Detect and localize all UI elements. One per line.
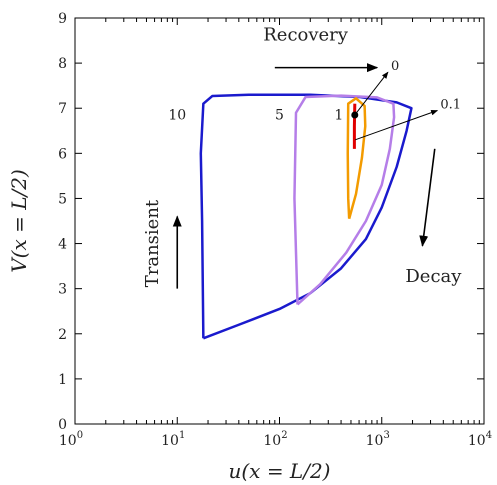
- curve-label: 10: [168, 108, 186, 124]
- y-tick-label: 1: [58, 372, 67, 388]
- y-tick-label: 9: [58, 11, 67, 27]
- y-tick-label: 3: [58, 282, 67, 298]
- y-tick-label: 8: [58, 56, 67, 72]
- y-tick-label: 6: [58, 146, 67, 162]
- series-curve-5: [293, 94, 396, 306]
- plot-frame: [74, 17, 485, 425]
- x-tick-label: 101: [161, 430, 185, 449]
- y-tick-label: 4: [58, 237, 67, 253]
- curve-label: 1: [334, 108, 343, 124]
- annotation-arrow: [419, 148, 436, 247]
- annotation-text: Transient: [142, 199, 163, 287]
- x-tick-label: 104: [468, 430, 492, 449]
- curve-label: 5: [275, 108, 284, 124]
- x-axis-label: u(x = L/2): [229, 459, 331, 483]
- y-tick-label: 7: [58, 101, 67, 117]
- y-tick-label: 2: [58, 327, 67, 343]
- annotation-text: Recovery: [263, 25, 349, 46]
- y-tick-label: 0: [58, 417, 67, 433]
- pointer-label: 0: [391, 59, 399, 74]
- y-axis-label: V(x = L/2): [7, 169, 31, 273]
- series-curve-1: [346, 97, 367, 220]
- y-tick-label: 5: [58, 191, 67, 207]
- x-tick-label: 102: [263, 430, 287, 449]
- x-tick-label: 100: [59, 430, 83, 449]
- x-tick-label: 103: [366, 430, 390, 449]
- pointer-arrow: [354, 71, 389, 116]
- annotation-text: Decay: [405, 266, 462, 287]
- pointer-arrow: [355, 109, 439, 141]
- pointer-label: 0.1: [440, 97, 461, 112]
